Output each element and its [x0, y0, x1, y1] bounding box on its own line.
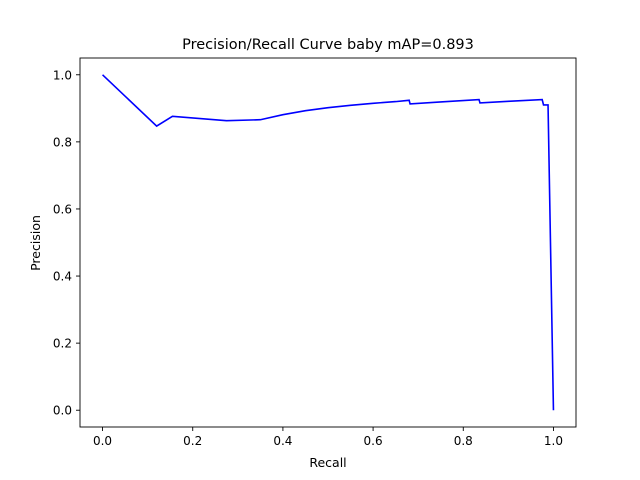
x-tick-label: 0.2 [183, 434, 202, 448]
x-tick-label: 0.6 [364, 434, 383, 448]
y-tick-label: 0.2 [53, 337, 72, 351]
y-tick-label: 0.6 [53, 202, 72, 216]
x-axis: 0.0 0.2 0.4 0.6 0.8 1.0 [93, 427, 563, 448]
plot-frame [79, 57, 577, 428]
y-axis-label: Precision [28, 215, 43, 271]
x-tick-label: 1.0 [544, 434, 563, 448]
y-tick-label: 0.0 [53, 404, 72, 418]
y-tick-label: 0.8 [53, 135, 72, 149]
y-tick-label: 0.4 [53, 270, 72, 284]
x-tick-label: 0.4 [273, 434, 292, 448]
x-axis-label: Recall [309, 455, 346, 470]
chart-title: Precision/Recall Curve baby mAP=0.893 [182, 37, 474, 53]
series-line [101, 74, 555, 411]
y-tick-label: 1.0 [53, 68, 72, 82]
x-tick-label: 0.8 [454, 434, 473, 448]
y-axis: 0.0 0.2 0.4 0.6 0.8 1.0 [53, 68, 80, 418]
x-tick-label: 0.0 [93, 434, 112, 448]
